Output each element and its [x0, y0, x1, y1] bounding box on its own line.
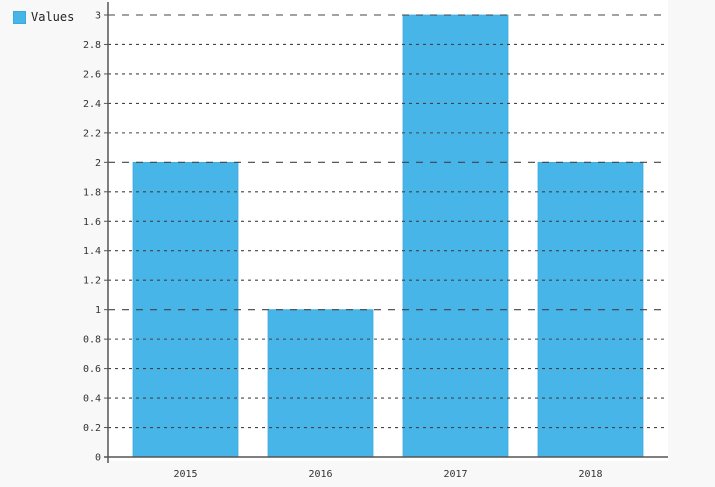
y-axis-label-2.4: 2.4: [83, 99, 101, 110]
x-axis-label-2017: 2017: [443, 469, 467, 480]
y-axis-label-2.8: 2.8: [83, 40, 101, 51]
y-axis-label-0.2: 0.2: [83, 423, 101, 434]
y-axis-label-1: 1: [95, 305, 101, 316]
y-axis-label-2: 2: [95, 158, 101, 169]
y-axis-label-0: 0: [95, 453, 101, 464]
y-axis-label-3: 3: [95, 11, 101, 22]
y-axis-label-2.6: 2.6: [83, 69, 101, 80]
y-axis-label-1.4: 1.4: [83, 246, 101, 257]
x-axis-label-2016: 2016: [308, 469, 332, 480]
x-axis-label-2015: 2015: [173, 469, 197, 480]
y-axis-label-0.8: 0.8: [83, 335, 101, 346]
legend-item-values[interactable]: Values: [13, 11, 74, 24]
y-axis-label-0.6: 0.6: [83, 364, 101, 375]
bar-2017[interactable]: [402, 14, 509, 458]
y-axis-label-1.6: 1.6: [83, 217, 101, 228]
legend-swatch-icon: [13, 11, 26, 24]
x-axis-label-2018: 2018: [578, 469, 602, 480]
y-axis-label-2.2: 2.2: [83, 128, 101, 139]
legend-label: Values: [31, 10, 75, 24]
y-axis-label-1.2: 1.2: [83, 276, 101, 287]
y-axis-label-0.4: 0.4: [83, 394, 101, 405]
y-axis-label-1.8: 1.8: [83, 187, 101, 198]
bar-2016[interactable]: [267, 309, 374, 458]
